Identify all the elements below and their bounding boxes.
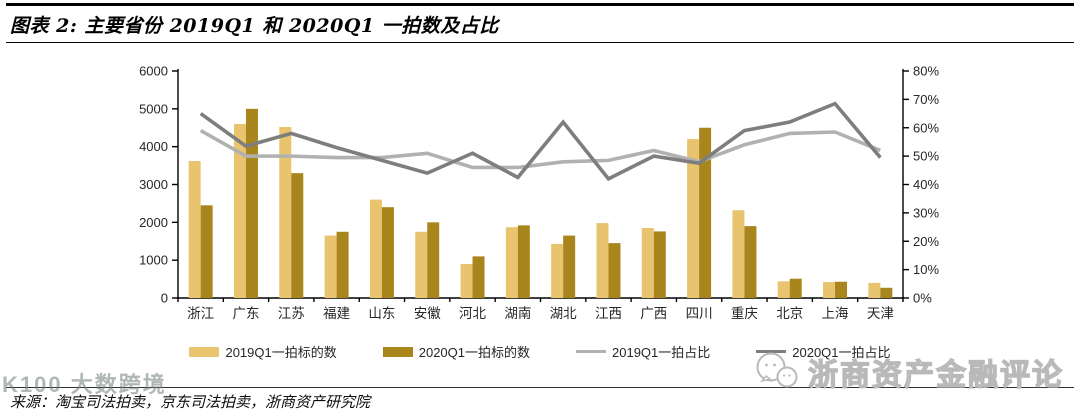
right-axis-tick-label: 40%	[913, 177, 939, 192]
bar-2020Q1一拍标的数-重庆	[744, 226, 757, 298]
x-axis-category-label: 上海	[822, 306, 849, 321]
line-2019Q1一拍占比	[199, 129, 882, 170]
x-axis-category-label: 湖南	[504, 306, 531, 321]
legend-item-2020Q1一拍占比: 2020Q1一拍占比	[756, 342, 891, 361]
x-axis-category-label: 山东	[368, 306, 395, 321]
bar-2020Q1一拍标的数-江苏	[291, 173, 304, 298]
right-axis-tick-label: 70%	[913, 92, 939, 107]
bar-2019Q1一拍标的数-河北	[460, 263, 473, 298]
right-axis-tick-label: 60%	[913, 120, 939, 135]
bar-2019Q1一拍标的数-重庆	[732, 210, 745, 298]
left-axis-tick-label: 2000	[139, 215, 168, 230]
bar-2020Q1一拍标的数-湖北	[563, 235, 576, 298]
bar-2020Q1一拍标的数-河北	[472, 256, 485, 298]
bar-2020Q1一拍标的数-湖南	[517, 225, 530, 298]
bar-2020Q1一拍标的数-浙江	[200, 205, 213, 298]
bar-2019Q1一拍标的数-湖北	[551, 243, 564, 298]
legend-line-swatch	[756, 350, 787, 353]
bar-2019Q1一拍标的数-山东	[369, 199, 382, 298]
left-axis-tick-label: 1000	[139, 253, 168, 268]
left-axis-tick-label: 5000	[139, 101, 168, 116]
bar-2019Q1一拍标的数-天津	[868, 282, 881, 298]
x-axis-category-label: 广东	[232, 306, 259, 321]
bar-2019Q1一拍标的数-四川	[687, 139, 700, 298]
left-axis-tick-label: 6000	[139, 64, 168, 79]
bar-2019Q1一拍标的数-北京	[777, 281, 790, 298]
x-axis-category-label: 广西	[640, 306, 667, 321]
bar-2019Q1一拍标的数-浙江	[188, 161, 201, 298]
watermark-bottom-right: 浙商资产金融评论	[754, 350, 1064, 394]
right-axis-tick-label: 50%	[913, 149, 939, 164]
legend-label: 2020Q1一拍标的数	[418, 345, 530, 360]
right-axis-tick-label: 30%	[913, 205, 939, 220]
right-axis-tick-label: 0%	[913, 291, 932, 306]
bar-2020Q1一拍标的数-江西	[608, 243, 621, 298]
chart-canvas: 0 1000 2000 3000 4000 5000 6000 0% 10% 20% 30% 40% 5…	[139, 64, 939, 322]
top-divider	[6, 3, 1074, 6]
legend-label: 2020Q1一拍占比	[792, 345, 891, 360]
bar-2019Q1一拍标的数-上海	[823, 282, 836, 298]
watermark-brand-text: 浙商资产金融评论	[807, 358, 1064, 392]
bar-2019Q1一拍标的数-广东	[233, 123, 246, 298]
source-note: 来源：淘宝司法拍卖，京东司法拍卖，浙商资产研究院	[10, 393, 371, 411]
x-axis-category-label: 天津	[867, 306, 894, 321]
bar-2020Q1一拍标的数-山东	[381, 207, 394, 298]
bar-2019Q1一拍标的数-安徽	[415, 231, 428, 298]
line-2020Q1一拍占比	[199, 101, 882, 182]
bar-2019Q1一拍标的数-广西	[641, 228, 654, 298]
bar-2020Q1一拍标的数-北京	[789, 278, 802, 298]
legend-bar-swatch	[189, 346, 220, 357]
x-axis-category-label: 北京	[776, 306, 803, 321]
legend-item-2019Q1一拍标的数: 2019Q1一拍标的数	[189, 342, 337, 361]
bar-2020Q1一拍标的数-天津	[880, 287, 893, 298]
title-divider	[6, 42, 1074, 43]
chart-legend: 2019Q1一拍标的数 2020Q1一拍标的数 2019Q1一拍占比 2020Q1一拍…	[0, 342, 1080, 361]
left-axis-tick-label: 4000	[139, 139, 168, 154]
x-axis-category-label: 重庆	[731, 306, 758, 321]
bar-2020Q1一拍标的数-广东	[245, 108, 258, 298]
legend-line-swatch	[576, 350, 606, 353]
legend-label: 2019Q1一拍占比	[612, 345, 711, 360]
x-axis-category-label: 湖北	[550, 306, 578, 321]
legend-item-2020Q1一拍标的数: 2020Q1一拍标的数	[382, 342, 530, 361]
bar-2020Q1一拍标的数-安徽	[427, 222, 440, 298]
right-axis-tick-label: 80%	[913, 64, 939, 79]
bar-2019Q1一拍标的数-江苏	[279, 126, 292, 298]
x-axis-category-label: 江苏	[278, 306, 305, 321]
wechat-logo-icon	[756, 352, 798, 388]
x-axis-category-label: 福建	[323, 306, 350, 321]
x-axis-category-label: 江西	[595, 306, 622, 321]
x-axis-category-label: 四川	[686, 306, 713, 321]
legend-label: 2019Q1一拍标的数	[225, 345, 337, 360]
right-axis-tick-label: 20%	[913, 234, 939, 249]
legend-item-2019Q1一拍占比: 2019Q1一拍占比	[576, 342, 710, 361]
x-axis-category-label: 安徽	[414, 306, 441, 321]
bar-2019Q1一拍标的数-湖南	[505, 227, 518, 298]
bar-2019Q1一拍标的数-福建	[324, 235, 337, 298]
legend-bar-swatch	[382, 346, 413, 357]
x-axis-category-label: 浙江	[187, 306, 214, 321]
bar-2019Q1一拍标的数-江西	[596, 223, 609, 298]
left-axis-tick-label: 3000	[139, 177, 168, 192]
bottom-divider	[6, 387, 1074, 388]
bar-2020Q1一拍标的数-福建	[336, 231, 349, 298]
bar-2020Q1一拍标的数-广西	[653, 231, 666, 298]
bar-2020Q1一拍标的数-上海	[835, 281, 848, 298]
bar-2020Q1一拍标的数-四川	[699, 127, 712, 298]
chart-title: 图表 2: 主要省份 2019Q1 和 2020Q1 一拍数及占比	[10, 15, 499, 37]
left-axis-tick-label: 0	[161, 291, 168, 306]
right-axis-tick-label: 10%	[913, 262, 939, 277]
x-axis-category-label: 河北	[459, 306, 486, 321]
watermark-bottom-left: K100 大数跨境	[2, 372, 167, 397]
